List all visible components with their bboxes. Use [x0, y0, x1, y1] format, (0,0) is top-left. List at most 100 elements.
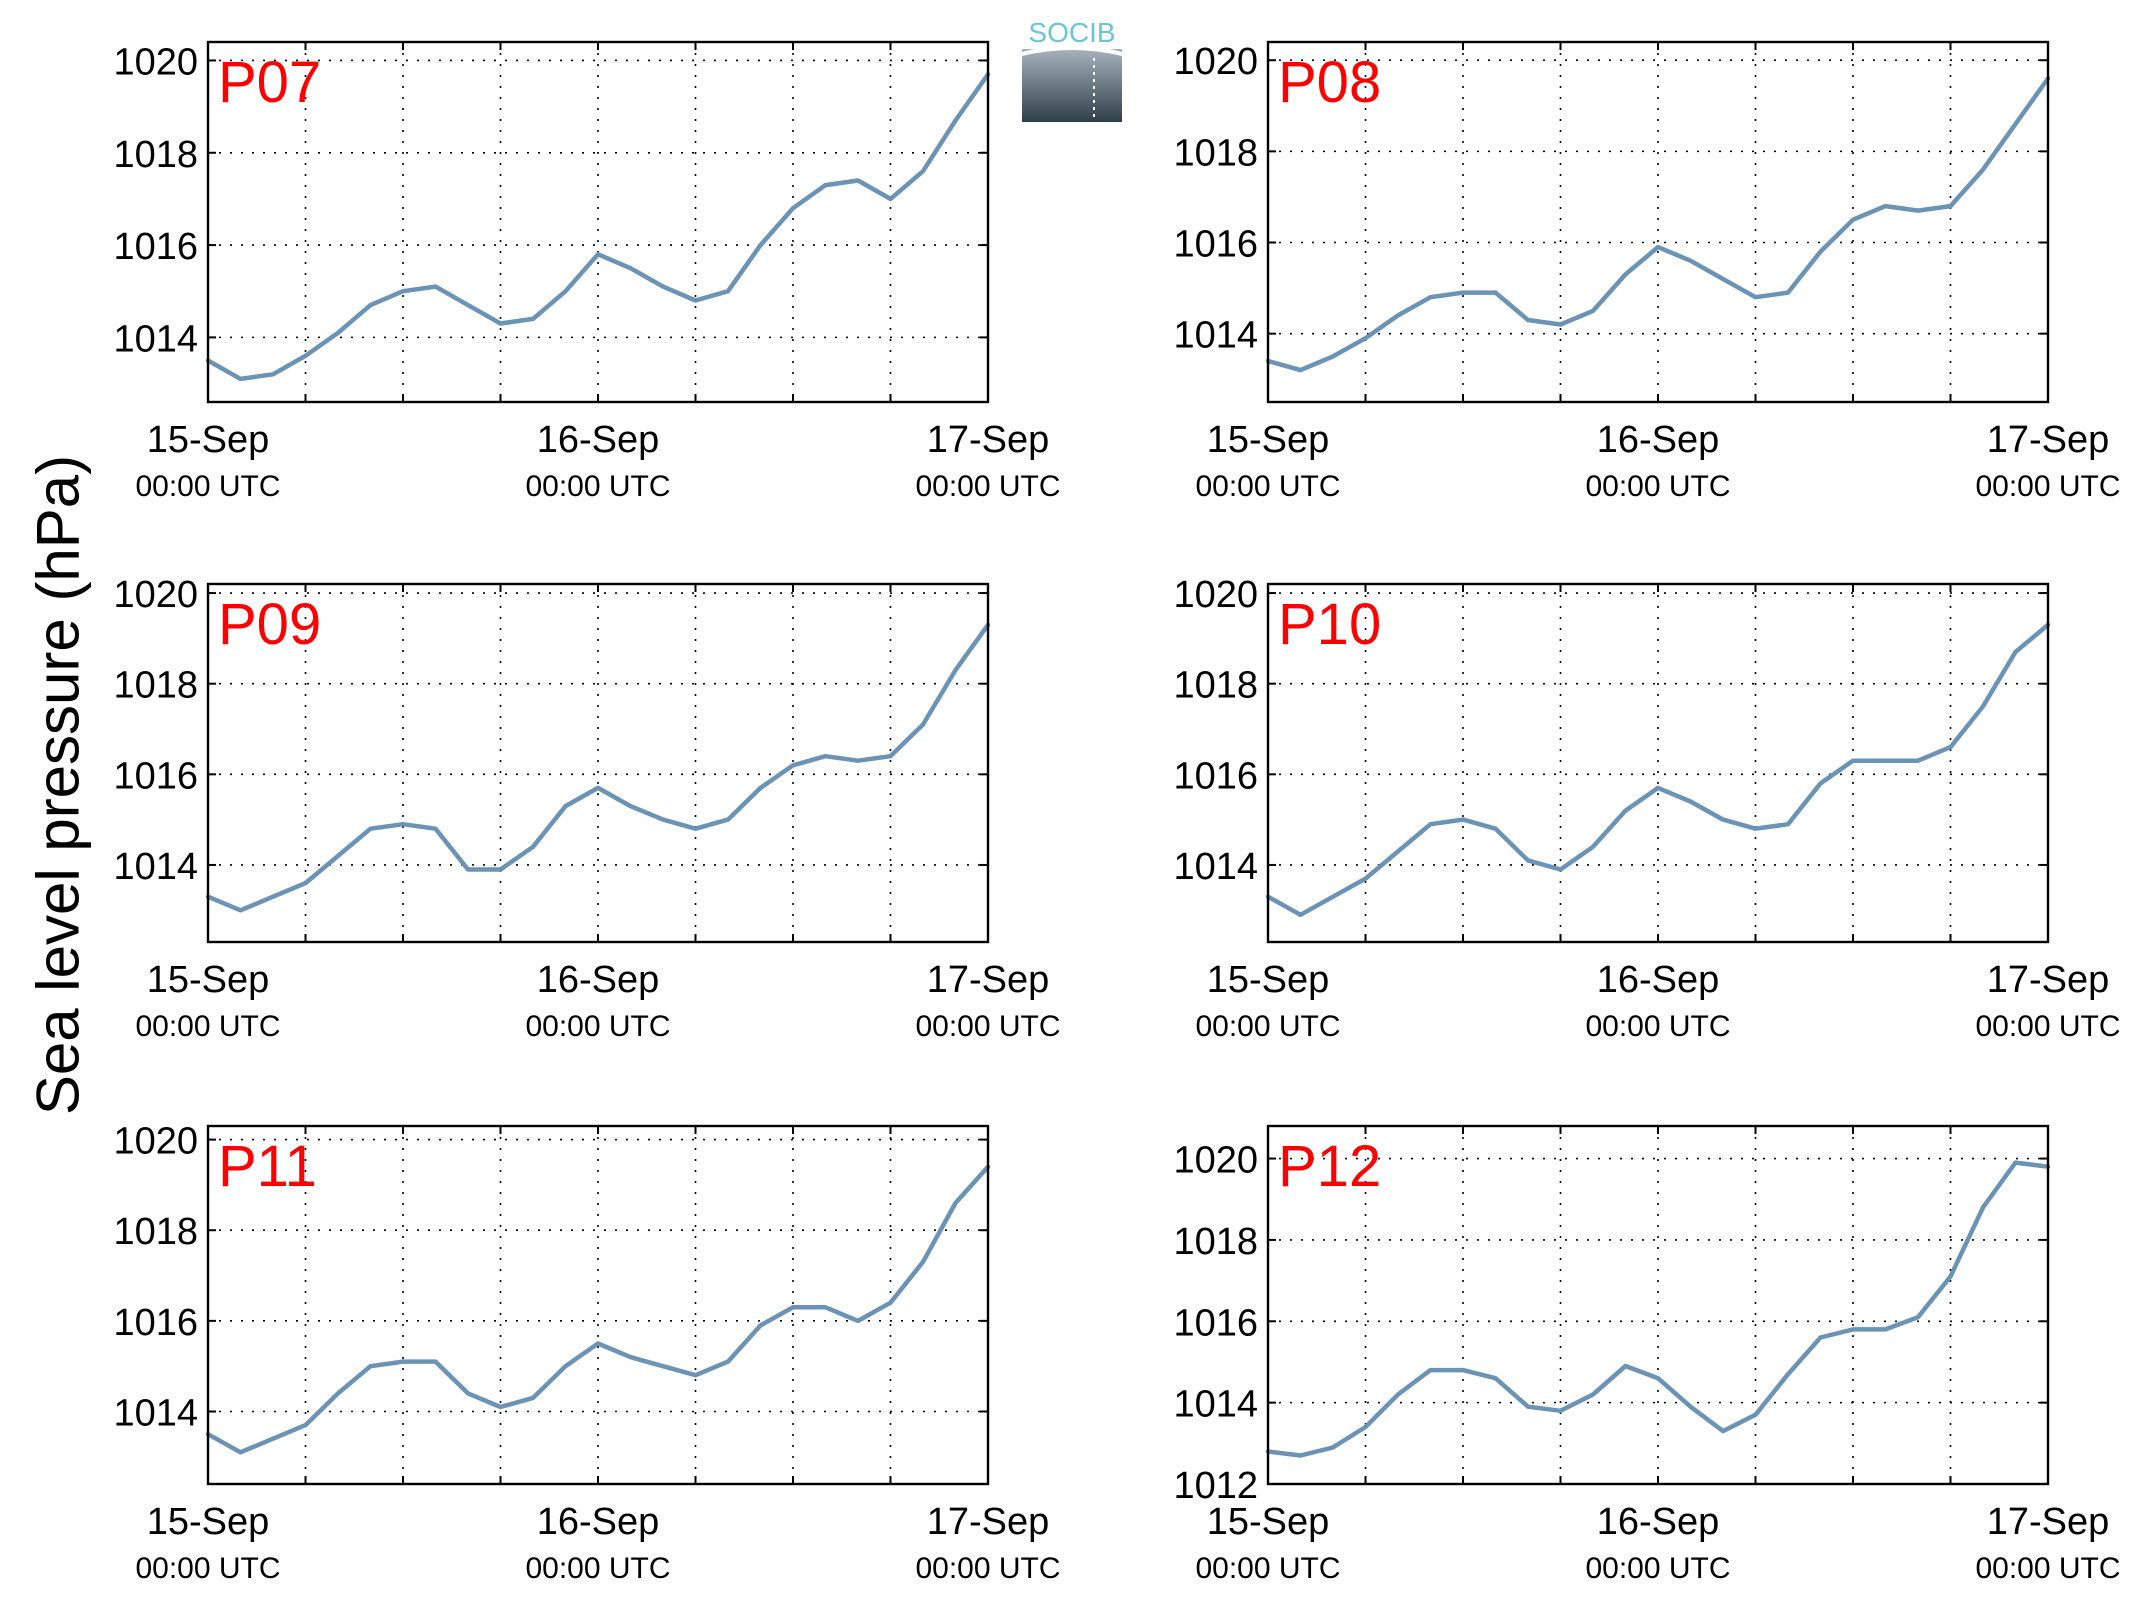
data-point	[856, 759, 860, 762]
data-point	[921, 1260, 925, 1264]
data-point	[1754, 827, 1757, 830]
axes-box	[206, 582, 990, 944]
data-point	[1331, 1446, 1335, 1449]
x-tick-label: 16-Sep	[537, 419, 660, 461]
series-line-p12	[1265, 1160, 2051, 1458]
data-point	[889, 755, 892, 758]
data-point	[1591, 845, 1595, 848]
y-tick-label: 1018	[1173, 665, 1258, 707]
data-point	[824, 183, 827, 187]
data-point	[1884, 759, 1887, 762]
data-point	[1559, 1409, 1562, 1413]
data-point	[1559, 868, 1562, 871]
data-point	[1721, 277, 1725, 281]
y-tick-label: 1014	[113, 318, 198, 360]
y-tick-label: 1020	[1173, 41, 1258, 83]
data-point	[791, 207, 795, 210]
data-point	[1526, 859, 1530, 862]
data-point	[1494, 1377, 1497, 1380]
y-tick-label: 1014	[1173, 1384, 1258, 1426]
data-point	[564, 290, 567, 293]
data-point	[1331, 895, 1335, 898]
data-point	[1364, 1425, 1367, 1429]
y-tick-label: 1014	[1173, 315, 1258, 357]
y-tick-label: 1014	[113, 846, 198, 888]
series-line-p08	[1265, 76, 2051, 373]
x-tick-sublabel: 00:00 UTC	[1585, 1010, 1730, 1043]
data-point	[1786, 823, 1790, 826]
data-point	[1299, 913, 1302, 916]
axes-box	[206, 40, 990, 404]
x-tick-label: 17-Sep	[927, 959, 1050, 1001]
x-tick-label: 16-Sep	[1597, 1501, 1720, 1543]
data-point	[304, 881, 307, 885]
y-tick-label: 1014	[113, 1392, 198, 1434]
data-point	[1461, 818, 1465, 821]
data-point	[401, 823, 405, 826]
data-point	[531, 317, 535, 321]
x-tick-sublabel: 00:00 UTC	[1195, 470, 1340, 503]
data-point	[629, 267, 632, 270]
data-point	[661, 818, 665, 821]
station-label: P08	[1278, 50, 1381, 115]
x-tick-label: 17-Sep	[1987, 1501, 2110, 1543]
data-point	[759, 1324, 762, 1327]
data-point	[1624, 273, 1627, 276]
data-point	[466, 1392, 470, 1395]
data-point	[304, 354, 307, 357]
data-point	[726, 1360, 730, 1363]
x-tick-sublabel: 00:00 UTC	[1975, 1010, 2120, 1043]
data-point	[1396, 850, 1400, 853]
y-tick-label: 1016	[1173, 1302, 1258, 1344]
data-point	[1364, 877, 1367, 880]
data-point	[1494, 291, 1497, 294]
data-point	[369, 1365, 372, 1368]
data-point	[304, 1423, 307, 1427]
panel-p11: 1014 1016 1018 1020 15-Sep 00:00 UTC 16-Sep 00:…	[113, 1121, 1060, 1585]
data-point	[271, 895, 275, 898]
y-tick-label: 1014	[1173, 846, 1258, 888]
data-point	[1526, 1405, 1530, 1408]
axes-box	[1266, 1124, 2050, 1486]
axes-box	[1266, 40, 2050, 404]
data-point	[1656, 1377, 1660, 1380]
data-point	[1851, 218, 1855, 221]
y-axis-title: Sea level pressure (hPa)	[24, 454, 92, 1116]
y-tick-label: 1018	[113, 134, 198, 176]
data-point	[1429, 1368, 1432, 1372]
x-tick-label: 15-Sep	[1207, 959, 1330, 1001]
data-point	[1656, 245, 1660, 249]
data-point	[759, 786, 762, 790]
data-point	[694, 1374, 697, 1377]
data-point	[2014, 122, 2017, 126]
x-tick-label: 17-Sep	[927, 419, 1050, 461]
y-tick-label: 1020	[1173, 1140, 1258, 1182]
data-point	[466, 868, 470, 871]
data-point	[791, 1306, 795, 1309]
data-point	[726, 290, 730, 293]
data-point	[1494, 827, 1497, 830]
y-tick-label: 1016	[1173, 755, 1258, 797]
data-point	[401, 290, 405, 293]
x-tick-label: 15-Sep	[1207, 419, 1330, 461]
x-tick-label: 15-Sep	[147, 1501, 270, 1543]
x-tick-label: 17-Sep	[1987, 959, 2110, 1001]
x-tick-label: 15-Sep	[147, 419, 270, 461]
x-tick-sublabel: 00:00 UTC	[1585, 470, 1730, 503]
x-tick-label: 16-Sep	[1597, 419, 1720, 461]
y-tick-label: 1020	[113, 574, 198, 616]
station-label: P09	[218, 592, 321, 657]
data-point	[1689, 800, 1692, 803]
x-tick-sublabel: 00:00 UTC	[1195, 1552, 1340, 1585]
data-point	[401, 1360, 405, 1363]
data-point	[1819, 1336, 1822, 1339]
x-tick-sublabel: 00:00 UTC	[915, 1552, 1060, 1585]
station-label: P10	[1278, 592, 1381, 657]
data-point	[1851, 1328, 1855, 1331]
y-tick-label: 1020	[113, 1121, 198, 1163]
x-tick-label: 16-Sep	[537, 959, 660, 1001]
x-tick-label: 17-Sep	[927, 1501, 1050, 1543]
data-point	[1949, 1275, 1952, 1278]
data-point	[499, 1405, 502, 1409]
